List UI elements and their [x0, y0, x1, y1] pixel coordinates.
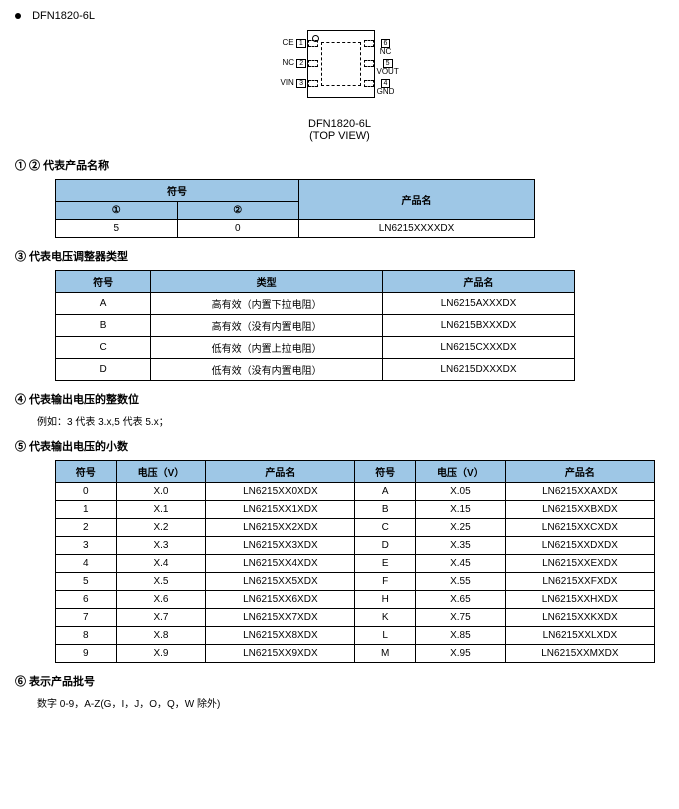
- section-4-title: ④ 代表输出电压的整数位: [15, 391, 664, 407]
- pin-label: CE 1: [283, 38, 306, 47]
- th-type: 类型: [151, 271, 383, 293]
- pin-label: 4 GND: [377, 78, 395, 96]
- th-product: 产品名: [206, 461, 355, 483]
- th-symbol: 符号: [56, 180, 299, 202]
- section-4-note: 例如：3 代表 3.x,5 代表 5.x；: [37, 413, 664, 428]
- section-3-title: ③ 代表电压调整器类型: [15, 248, 664, 264]
- part-header: DFN1820-6L: [15, 10, 664, 22]
- table-row: 5X.5LN6215XX5XDXFX.55LN6215XXFXDX: [56, 573, 655, 591]
- th-symbol: 符号: [355, 461, 416, 483]
- th-sym2: ②: [177, 202, 299, 220]
- table-row: B高有效（没有内置电阻）LN6215BXXXDX: [56, 315, 575, 337]
- pin-label: 5 VOUT: [377, 58, 399, 76]
- table-row: 4X.4LN6215XX4XDXEX.45LN6215XXEXDX: [56, 555, 655, 573]
- table-row: 0X.0LN6215XX0XDXAX.05LN6215XXAXDX: [56, 483, 655, 501]
- th-voltage: 电压（V）: [116, 461, 206, 483]
- th-voltage: 电压（V）: [415, 461, 505, 483]
- th-product: 产品名: [505, 461, 654, 483]
- pin-label: NC 2: [283, 58, 307, 67]
- table-decimal-voltage: 符号 电压（V） 产品名 符号 电压（V） 产品名 0X.0LN6215XX0X…: [55, 460, 655, 663]
- th-symbol: 符号: [56, 461, 117, 483]
- table-row: 2X.2LN6215XX2XDXCX.25LN6215XXCXDX: [56, 519, 655, 537]
- table-row: A高有效（内置下拉电阻）LN6215AXXXDX: [56, 293, 575, 315]
- table-row: 5 0 LN6215XXXXDX: [56, 220, 535, 238]
- package-diagram: CE 1 NC 2 VIN 3 6 NC 5 VOUT 4 GND DFN182…: [15, 30, 664, 142]
- section-5-title: ⑤ 代表输出电压的小数: [15, 438, 664, 454]
- section-6-note: 数字 0-9，A-Z(G，I，J，O，Q，W 除外): [37, 695, 664, 710]
- bullet-icon: [15, 13, 21, 19]
- table-row: 7X.7LN6215XX7XDXKX.75LN6215XXKXDX: [56, 609, 655, 627]
- th-sym1: ①: [56, 202, 178, 220]
- th-symbol: 符号: [56, 271, 151, 293]
- table-product-name: 符号 产品名 ① ② 5 0 LN6215XXXXDX: [55, 179, 535, 238]
- th-product: 产品名: [299, 180, 535, 220]
- table-row: 8X.8LN6215XX8XDXLX.85LN6215XXLXDX: [56, 627, 655, 645]
- section-1-title: ① ② 代表产品名称: [15, 157, 664, 173]
- table-row: 9X.9LN6215XX9XDXMX.95LN6215XXMXDX: [56, 645, 655, 663]
- table-row: 3X.3LN6215XX3XDXDX.35LN6215XXDXDX: [56, 537, 655, 555]
- package-caption: DFN1820-6L (TOP VIEW): [15, 118, 664, 142]
- pin-label: VIN 3: [281, 78, 306, 87]
- table-row: D低有效（没有内置电阻）LN6215DXXXDX: [56, 359, 575, 381]
- th-product: 产品名: [383, 271, 575, 293]
- pin-label: 6 NC: [377, 38, 395, 56]
- table-row: C低有效（内置上拉电阻）LN6215CXXXDX: [56, 337, 575, 359]
- section-6-title: ⑥ 表示产品批号: [15, 673, 664, 689]
- table-regulator-type: 符号 类型 产品名 A高有效（内置下拉电阻）LN6215AXXXDXB高有效（没…: [55, 270, 575, 381]
- table-row: 6X.6LN6215XX6XDXHX.65LN6215XXHXDX: [56, 591, 655, 609]
- table-row: 1X.1LN6215XX1XDXBX.15LN6215XXBXDX: [56, 501, 655, 519]
- part-number: DFN1820-6L: [32, 10, 95, 22]
